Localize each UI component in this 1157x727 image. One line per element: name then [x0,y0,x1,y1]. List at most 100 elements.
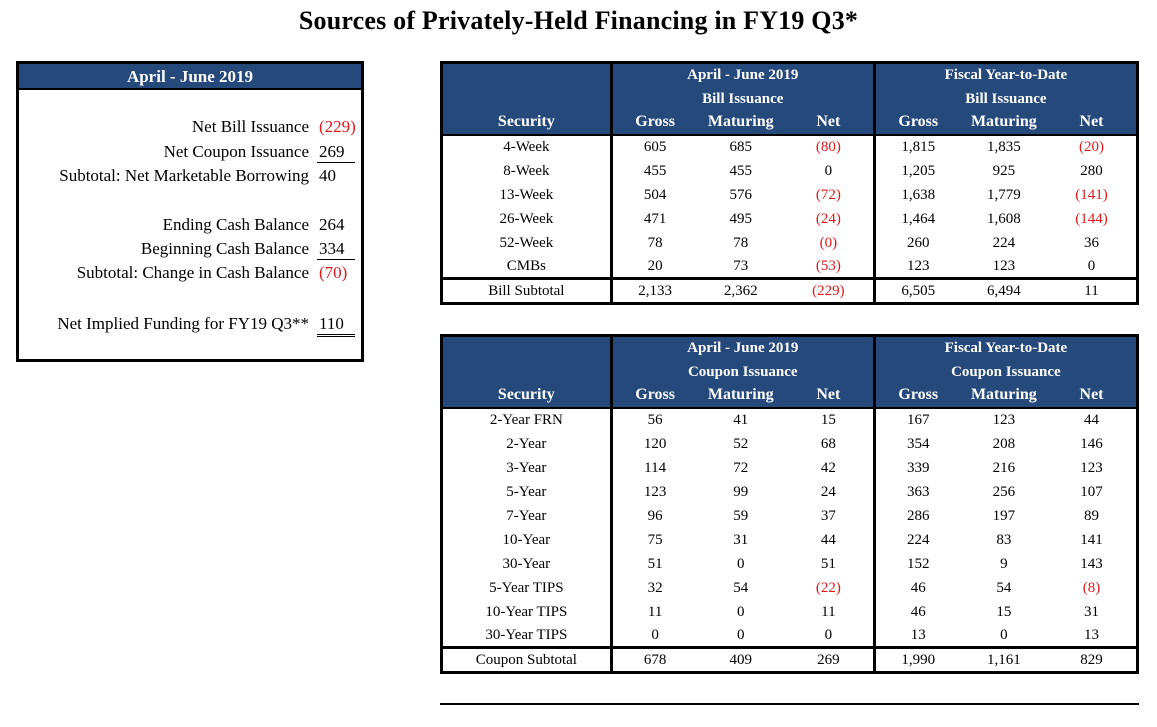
summary-row: Beginning Cash Balance 334 [19,239,361,261]
table-cell: 286 [906,507,930,524]
summary-row-label: Beginning Cash Balance [140,239,309,258]
table-cell: 96 [647,507,663,524]
header-blank [441,62,613,111]
table-cell: 143 [1080,555,1103,572]
table-cell: 0 [1087,257,1096,274]
summary-panel: April - June 2019 Net Bill Issuance (229)… [16,61,364,362]
table-cell: 216 [992,459,1016,476]
table-cell: (53) [783,254,876,279]
column-header: Maturing [960,110,1048,136]
table-cell: 2-Year [441,431,613,456]
table-cell: 89 [1084,507,1100,524]
table-cell: (8) [1082,579,1101,596]
table-cell: 1,464 [901,210,936,227]
table-cell: 495 [729,210,753,227]
column-header: Gross [611,110,698,136]
table-cell: 152 [906,555,930,572]
table-cell: 56 [647,412,663,428]
table-cell: 0 [737,603,745,620]
group-subheader-period: Coupon Issuance [611,359,876,384]
column-header: Net [1047,110,1138,136]
table-cell: 1,815 [901,139,936,155]
summary-row-label: Ending Cash Balance [162,215,309,234]
group-header-period: April - June 2019 [611,335,876,360]
subtotal-cell: (229) [783,277,876,304]
subtotal-cell: Coupon Subtotal [441,646,613,673]
table-cell: 0 [1000,626,1008,643]
table-cell: 685 [729,139,753,155]
table-cell: 68 [783,431,876,456]
table-row: CMBs 20 73 (53) 123 123 0 [441,254,1138,279]
table-cell: 36 [1084,234,1100,251]
table-cell: 123 [992,412,1016,428]
summary-row: Subtotal: Change in Cash Balance (70) [19,263,361,285]
table-cell: 24 [783,479,876,504]
table-cell: 37 [783,503,876,528]
table-cell: 471 [643,210,667,227]
bottom-rule [440,703,1139,705]
summary-row: Net Coupon Issuance 269 [19,142,361,164]
table-cell: (0) [783,230,876,255]
table-cell: 11 [647,603,663,620]
table-row: 5-Year TIPS 32 54 (22) 46 54 (8) [441,575,1138,600]
table-cell: 31 [733,531,749,548]
summary-row-value: 269 [317,142,355,163]
table-cell: 280 [1080,162,1103,179]
table-cell: 83 [996,531,1012,548]
table-cell: 31 [1084,603,1100,620]
table-cell: (141) [1075,186,1108,203]
subtotal-cell: 409 [697,646,784,673]
table-cell: 208 [992,435,1016,452]
table-cell: 7-Year [441,503,613,528]
table-row: 26-Week 471 495 (24) 1,464 1,608 (144) [441,206,1138,231]
table-cell: 0 [783,158,876,183]
table-cell: 0 [737,626,745,643]
summary-row: Subtotal: Net Marketable Borrowing 40 [19,166,361,188]
column-header: Maturing [697,383,784,409]
table-cell: 30-Year TIPS [441,623,613,648]
subtotal-cell: 829 [1047,646,1138,673]
table-row: 10-Year 75 31 44 224 83 141 [441,527,1138,552]
subtotal-row: Coupon Subtotal 678 409 269 1,990 1,161 829 [441,646,1138,673]
table-cell: 0 [737,555,745,572]
table-cell: 59 [733,507,749,524]
table-cell: 925 [992,162,1016,179]
table-cell: 1,608 [986,210,1021,227]
table-cell: 1,205 [901,162,936,179]
table-cell: 13-Week [441,182,613,207]
table-cell: 167 [906,412,930,428]
table-cell: 51 [647,555,663,572]
table-cell: 72 [733,459,749,476]
table-cell: (80) [783,134,876,159]
table-cell: 260 [906,234,930,251]
table-row: 5-Year 123 99 24 363 256 107 [441,479,1138,504]
header-blank [441,335,613,384]
table-cell: 2-Year FRN [441,407,613,432]
table-cell: 20 [647,257,663,274]
table-cell: (144) [1075,210,1108,227]
summary-row-label: Subtotal: Net Marketable Borrowing [59,166,309,185]
table-cell: 114 [644,459,667,476]
column-header: Maturing [697,110,784,136]
table-cell: 10-Year [441,527,613,552]
page-title: Sources of Privately-Held Financing in F… [298,6,859,35]
table-cell: 41 [733,412,749,428]
header-row: April - June 2019 Fiscal Year-to-Date [441,62,1138,111]
table-cell: 52 [733,435,749,452]
summary-row-label: Subtotal: Change in Cash Balance [76,263,309,282]
table-row: 30-Year 51 0 51 152 9 143 [441,551,1138,576]
table-cell: 3-Year [441,455,613,480]
summary-row-value: 110 [317,314,355,337]
summary-row-label: Net Bill Issuance [191,117,309,136]
column-header: Gross [874,383,961,409]
table-row: 4-Week 605 685 (80) 1,815 1,835 (20) [441,134,1138,159]
table-cell: 504 [643,186,667,203]
table-cell: CMBs [441,254,613,279]
table-cell: 46 [910,603,926,620]
table-cell: (72) [783,182,876,207]
column-header: Security [441,383,613,409]
subtotal-cell: 6,505 [874,277,961,304]
summary-row: Ending Cash Balance 264 [19,215,361,237]
table-cell: 107 [1080,483,1103,500]
table-cell: 224 [992,234,1016,251]
